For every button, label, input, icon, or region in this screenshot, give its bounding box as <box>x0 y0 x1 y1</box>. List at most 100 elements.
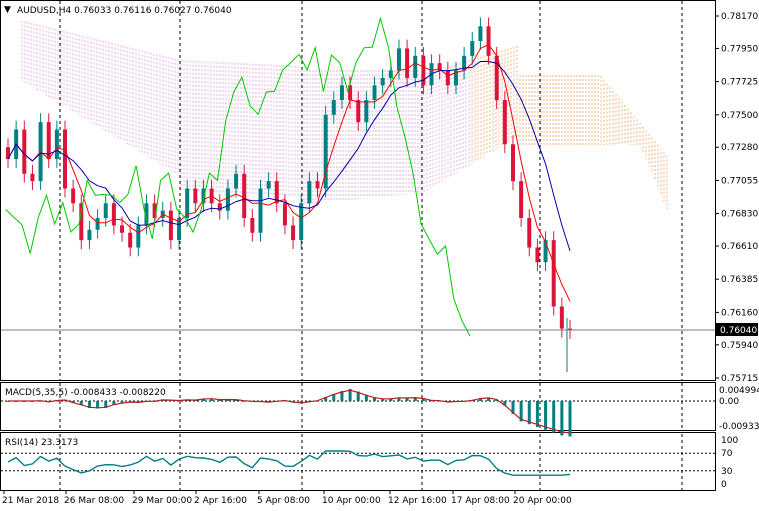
macd-bar <box>381 398 385 401</box>
macd-panel[interactable] <box>0 382 716 431</box>
price-tick-label: 0.75940 <box>721 341 758 351</box>
candle-body <box>527 218 532 248</box>
candle-body <box>478 26 483 42</box>
time-label: 12 Apr 16:00 <box>388 496 447 506</box>
rsi-line-group <box>1 450 715 476</box>
macd-bar <box>87 401 91 409</box>
candle-body <box>486 26 491 56</box>
macd-bar <box>405 397 409 401</box>
candle-body <box>519 181 524 219</box>
time-label: 26 Mar 08:00 <box>64 496 124 506</box>
symbol-line: AUDUSD,H4 0.76033 0.76116 0.76027 0.7604… <box>17 6 232 16</box>
candle-body <box>22 129 27 174</box>
macd-signal-line <box>8 389 571 434</box>
macd-bar <box>136 401 140 403</box>
macd-bar <box>364 394 368 401</box>
candle-body <box>445 70 450 86</box>
macd-bar <box>373 397 377 401</box>
macd-bar <box>389 398 393 401</box>
candle-body <box>282 203 287 226</box>
candle-body <box>63 129 68 189</box>
macd-bar <box>503 401 507 406</box>
candle-body <box>364 100 369 123</box>
candle-body <box>470 41 475 56</box>
candle-body <box>120 225 125 233</box>
macd-bar <box>234 399 238 401</box>
candle-body <box>95 218 100 230</box>
candle-body <box>356 100 361 123</box>
time-label: 17 Apr 08:00 <box>451 496 510 506</box>
time-label: 29 Mar 00:00 <box>132 496 192 506</box>
macd-bar <box>104 401 108 409</box>
candle-body <box>299 203 304 241</box>
candle-body <box>396 48 401 71</box>
time-label: 2 Apr 16:00 <box>194 496 247 506</box>
price-tick-label: 0.76160 <box>721 308 758 318</box>
collapse-triangle-icon[interactable]: ▼ <box>4 5 11 15</box>
candle-body <box>258 188 263 233</box>
candle-body <box>46 122 51 160</box>
candle-body <box>128 232 133 248</box>
chikou-span-line <box>5 16 471 337</box>
time-label: 20 Apr 00:00 <box>513 496 572 506</box>
candle-body <box>405 48 410 78</box>
candle-body <box>413 55 418 78</box>
macd-histogram <box>1 389 715 437</box>
candle-body <box>339 85 344 101</box>
macd-bar <box>568 401 572 437</box>
candle-body <box>177 218 182 241</box>
macd-bar <box>511 401 515 414</box>
price-tick-label: 0.77055 <box>721 176 758 186</box>
current-price-tag <box>716 323 758 336</box>
candle-body <box>421 55 426 86</box>
candle-body <box>136 225 141 248</box>
time-axis: 21 Mar 2018 26 Mar 08:00 29 Mar 00:00 2 Apr… <box>2 490 572 506</box>
macd-bar <box>71 401 75 403</box>
time-label: 21 Mar 2018 <box>2 496 59 506</box>
macd-bar <box>96 401 100 409</box>
rsi-tick-label: 0 <box>721 480 727 490</box>
candle-body <box>250 218 255 233</box>
macd-bar <box>348 389 352 401</box>
candle-body <box>380 77 385 86</box>
candle-body <box>111 203 116 226</box>
macd-bar <box>487 397 491 401</box>
macd-tick-label: -0.009335 <box>719 422 759 432</box>
candle-body <box>568 328 572 331</box>
candle-body <box>6 147 10 160</box>
candle-body <box>30 173 35 182</box>
candle-body <box>87 229 92 241</box>
candle-body <box>274 181 279 204</box>
macd-bar <box>413 397 417 401</box>
candle-body <box>79 203 84 241</box>
macd-bar <box>519 401 523 422</box>
macd-bar <box>397 397 401 401</box>
current-price-label: 0.76040 <box>720 326 757 336</box>
macd-bar <box>560 401 564 436</box>
candle-body <box>266 181 271 189</box>
macd-tick-label: 0.004994 <box>719 386 759 396</box>
candle-body <box>152 203 157 219</box>
rsi-tick-label: 30 <box>721 467 733 477</box>
candle-body <box>168 210 173 241</box>
candle-body <box>193 188 198 204</box>
candle-body <box>71 188 76 204</box>
macd-tick-label: 0.00 <box>719 397 739 407</box>
candle-body <box>331 100 336 115</box>
candle-body <box>234 173 239 189</box>
macd-bar <box>201 398 205 401</box>
candle-body <box>144 203 149 226</box>
candle-body <box>54 129 59 160</box>
price-tick-label: 0.77500 <box>721 111 758 121</box>
candle-body <box>315 181 320 189</box>
candle-body <box>462 55 467 71</box>
rsi-panel[interactable] <box>0 432 716 491</box>
time-label: 5 Apr 08:00 <box>257 496 310 506</box>
candle-body <box>543 240 548 263</box>
candle-body <box>201 188 206 204</box>
macd-bar <box>112 401 116 405</box>
macd-bar <box>324 396 328 401</box>
macd-bar <box>218 399 222 401</box>
